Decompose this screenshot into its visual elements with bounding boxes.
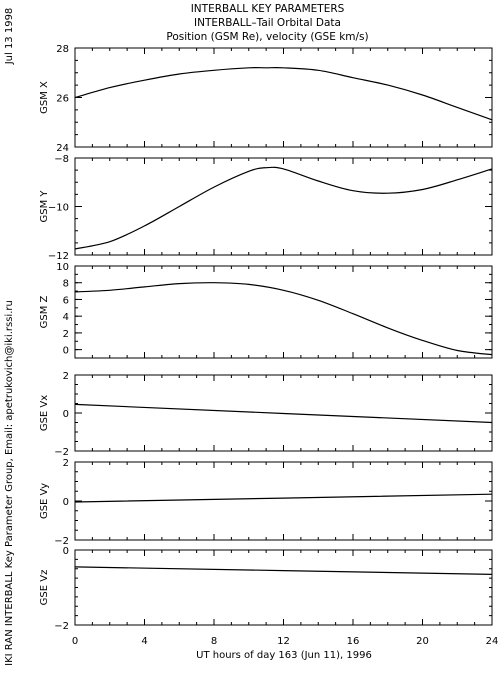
x-tick-label: 24 (486, 636, 499, 647)
y-tick-label: 28 (56, 44, 69, 55)
y-tick-label: 0 (63, 409, 69, 420)
y-axis-label: GSE Vy (39, 483, 50, 519)
y-tick-label: 4 (63, 312, 69, 323)
y-axis-label: GSM Z (39, 295, 50, 328)
series-line (74, 282, 493, 356)
y-tick-label: −12 (48, 251, 69, 262)
panel-frame (74, 549, 493, 626)
y-tick-label: 0 (63, 546, 69, 557)
x-tick-label: 8 (211, 636, 217, 647)
series-line (74, 403, 493, 424)
title-line-1: INTERBALL KEY PARAMETERS (190, 3, 345, 15)
panel-0: 24 26 28 GSM X (39, 44, 493, 154)
y-tick-label: 6 (63, 295, 69, 306)
panel-frame (74, 265, 493, 359)
y-tick-label: 0 (63, 346, 69, 357)
panel-4: −2 0 2 GSE Vy (39, 458, 493, 547)
x-tick-label: 12 (277, 636, 290, 647)
y-tick-label: 26 (56, 94, 69, 105)
x-tick-label: 0 (72, 636, 78, 647)
panel-2: 0 2 4 6 8 10 GSM Z (39, 262, 493, 359)
series-line (74, 493, 493, 503)
x-tick-label: 20 (416, 636, 429, 647)
panel-1: −12 −10 −8 GSM Y (39, 154, 493, 262)
y-tick-label: 10 (56, 262, 69, 273)
y-tick-label: 8 (63, 279, 69, 290)
panel-frame (74, 157, 493, 256)
title-line-2: INTERBALL–Tail Orbital Data (194, 17, 341, 29)
date-stamp: Jul 13 1998 (4, 8, 15, 66)
y-tick-label: −8 (54, 154, 69, 165)
y-axis-label: GSM Y (39, 190, 50, 223)
x-tick-label: 16 (347, 636, 360, 647)
y-tick-label: −10 (48, 203, 69, 214)
series-line (74, 566, 493, 575)
y-tick-label: −2 (54, 447, 69, 458)
y-tick-label: 24 (56, 143, 69, 154)
y-axis-label: GSE Vx (39, 395, 50, 431)
x-axis-label: UT hours of day 163 (Jun 11), 1996 (196, 650, 372, 661)
series-line (74, 67, 493, 121)
y-tick-label: 2 (63, 458, 69, 469)
y-tick-label: −2 (54, 621, 69, 632)
y-tick-label: 2 (63, 371, 69, 382)
y-axis-label: GSE Vz (39, 570, 50, 606)
series-line (74, 166, 493, 250)
credit-text: IKI RAN INTERBALL Key Parameter Group, E… (4, 300, 15, 666)
y-tick-label: 0 (63, 497, 69, 508)
y-tick-label: −2 (54, 536, 69, 547)
title-line-3: Position (GSM Re), velocity (GSE km/s) (166, 31, 369, 43)
x-tick-label: 4 (141, 636, 147, 647)
title-block: INTERBALL KEY PARAMETERS INTERBALL–Tail … (0, 0, 504, 47)
y-tick-label: 2 (63, 329, 69, 340)
panel-3: −2 0 2 GSE Vx (39, 371, 493, 458)
y-axis-label: GSM X (39, 81, 50, 114)
panel-5: −2 0 GSE Vz (39, 546, 493, 632)
